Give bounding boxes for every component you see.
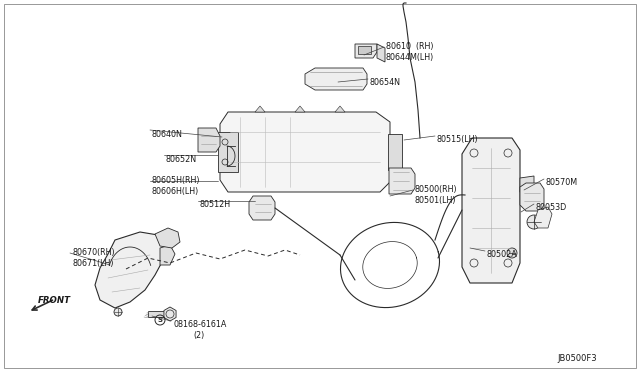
- Text: 80570M: 80570M: [546, 178, 578, 187]
- Text: 80500(RH): 80500(RH): [415, 185, 458, 194]
- Polygon shape: [305, 68, 367, 90]
- Polygon shape: [218, 132, 238, 172]
- Polygon shape: [534, 207, 552, 228]
- Text: 80654N: 80654N: [370, 78, 401, 87]
- Polygon shape: [220, 112, 390, 192]
- Text: FRONT: FRONT: [38, 296, 71, 305]
- Polygon shape: [388, 134, 402, 170]
- Circle shape: [527, 215, 541, 229]
- Polygon shape: [520, 183, 544, 211]
- Text: 80605H(RH): 80605H(RH): [152, 176, 200, 185]
- Polygon shape: [389, 168, 415, 194]
- Polygon shape: [255, 106, 265, 112]
- Text: 80644M(LH): 80644M(LH): [386, 53, 435, 62]
- Circle shape: [114, 308, 122, 316]
- Text: 80652N: 80652N: [166, 155, 197, 164]
- Text: 80610  (RH): 80610 (RH): [386, 42, 433, 51]
- Text: S: S: [157, 317, 163, 323]
- Text: 80053D: 80053D: [536, 203, 567, 212]
- Polygon shape: [355, 44, 377, 58]
- Polygon shape: [164, 307, 176, 321]
- Text: 80606H(LH): 80606H(LH): [152, 187, 199, 196]
- Polygon shape: [295, 106, 305, 112]
- Polygon shape: [155, 228, 180, 248]
- Polygon shape: [249, 196, 275, 220]
- Circle shape: [507, 248, 517, 258]
- Text: 80670(RH): 80670(RH): [72, 248, 115, 257]
- Polygon shape: [520, 176, 534, 192]
- Text: 80671(LH): 80671(LH): [72, 259, 113, 268]
- Text: 08168-6161A: 08168-6161A: [173, 320, 227, 329]
- Text: 80501(LH): 80501(LH): [415, 196, 456, 205]
- Text: 80502A: 80502A: [487, 250, 518, 259]
- Polygon shape: [377, 44, 385, 62]
- Polygon shape: [95, 232, 165, 308]
- Polygon shape: [198, 128, 220, 152]
- Text: 80512H: 80512H: [200, 200, 231, 209]
- Text: (2): (2): [193, 331, 204, 340]
- Polygon shape: [160, 245, 175, 265]
- Text: JB0500F3: JB0500F3: [557, 354, 596, 363]
- Polygon shape: [148, 311, 166, 317]
- Text: 80640N: 80640N: [152, 130, 183, 139]
- Polygon shape: [335, 106, 345, 112]
- Polygon shape: [358, 46, 371, 54]
- Polygon shape: [462, 138, 520, 283]
- Text: 80515(LH): 80515(LH): [437, 135, 479, 144]
